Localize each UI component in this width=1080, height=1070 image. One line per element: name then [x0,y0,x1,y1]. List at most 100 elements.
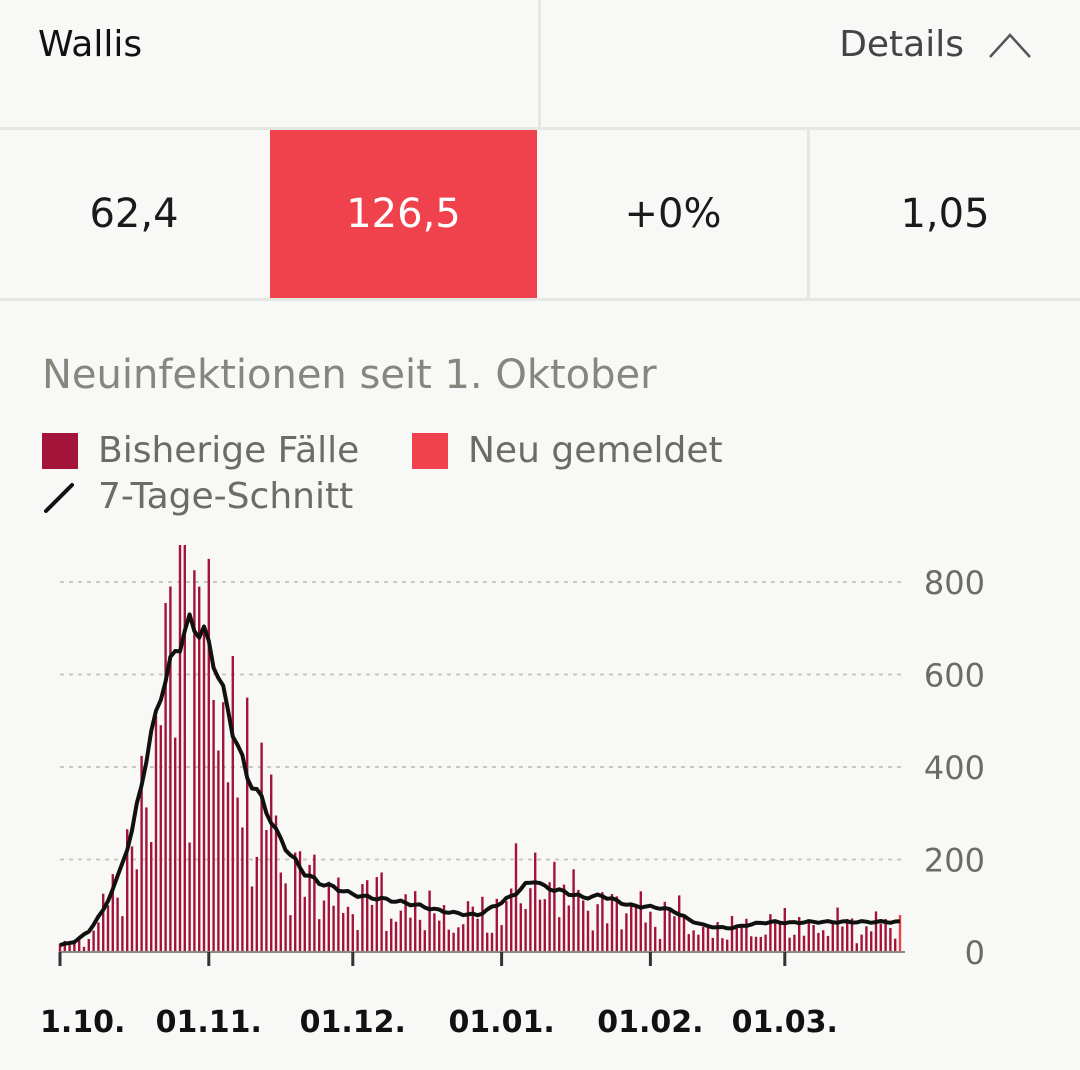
bar [222,702,225,952]
bar [615,896,618,952]
bar [500,925,503,952]
bar [303,896,306,952]
bar [697,934,700,952]
bar [308,864,311,952]
bar [553,861,556,952]
bar [841,926,844,952]
bar [884,918,887,952]
bar [466,901,470,952]
bar [106,905,110,952]
bar [164,603,167,952]
bar [322,900,326,952]
bar [649,911,652,952]
bar [658,938,662,952]
bar [78,939,81,952]
bar [716,922,719,952]
bar [207,558,210,952]
bar [366,880,369,952]
bar [447,929,450,952]
bar [452,932,455,952]
legend-label: 7-Tage-Schnitt [98,476,354,517]
divider [807,130,810,298]
bar [346,906,350,952]
bar [778,922,782,952]
bar [596,904,599,952]
bar [855,943,858,952]
y-tick-label-600: 600 [924,657,985,695]
bar [202,632,206,952]
bar [246,697,249,952]
bar [375,877,378,952]
bar [654,926,657,952]
y-tick-label-200: 200 [924,842,985,880]
bar [414,891,417,952]
bar [361,884,364,952]
average-line [59,612,901,948]
bar [591,930,594,952]
legend-item-neu: Neu gemeldet [412,430,723,471]
bar [471,906,474,952]
bar [764,934,767,952]
bars [58,545,902,952]
bar [663,901,666,952]
metric-cell-4: 1,05 [810,130,1080,298]
bar [226,782,230,952]
bar [236,797,239,952]
bar [116,897,119,952]
bar [726,939,729,952]
bar [788,937,791,952]
bar [750,936,753,952]
bar [92,930,95,952]
bar [380,872,383,952]
bar [846,918,849,952]
bar [394,921,398,952]
bar [385,930,388,952]
bar [150,842,153,952]
bar [327,881,330,952]
bar [58,943,62,952]
bar [370,904,374,952]
bar [111,874,114,952]
bar [529,888,532,952]
bar [332,905,335,952]
legend-label: Bisherige Fälle [98,430,360,471]
x-tick-label: 01.02. [597,1005,703,1040]
bar [826,935,830,952]
region-header: Wallis Details [0,0,1080,128]
bar [634,907,638,952]
bar [577,889,580,952]
bar [121,916,124,952]
bar [534,852,537,952]
bar [582,900,585,952]
legend-line-icon [44,482,74,513]
bar [735,928,738,952]
bar [217,750,220,952]
bar [97,922,100,952]
bar [428,890,431,952]
bar [711,937,714,952]
bar [178,545,182,952]
bar [274,815,278,952]
details-toggle-button[interactable]: Details [839,24,1032,65]
bar [505,901,508,952]
bar [270,774,273,952]
bar [188,842,191,952]
bar [889,928,892,952]
bar [318,919,321,952]
bar [817,932,820,952]
bar [198,586,201,952]
bar [337,877,340,952]
x-tick-label: 01.01. [448,1005,554,1040]
metric-cell-1: 62,4 [0,130,268,298]
bar [409,917,412,952]
bar [265,829,268,952]
bar [692,930,695,952]
legend-item-bisherige: Bisherige Fälle [42,430,359,471]
bar [524,909,527,952]
chart-svg: 0 200 400 600 800 1.10. 01.11. 01.12. 01.01. 01.… [40,545,985,1040]
bar [730,915,734,952]
x-tick-label: 01.11. [156,1005,262,1040]
bar [793,934,796,952]
bar [68,945,71,952]
bar [850,918,854,952]
